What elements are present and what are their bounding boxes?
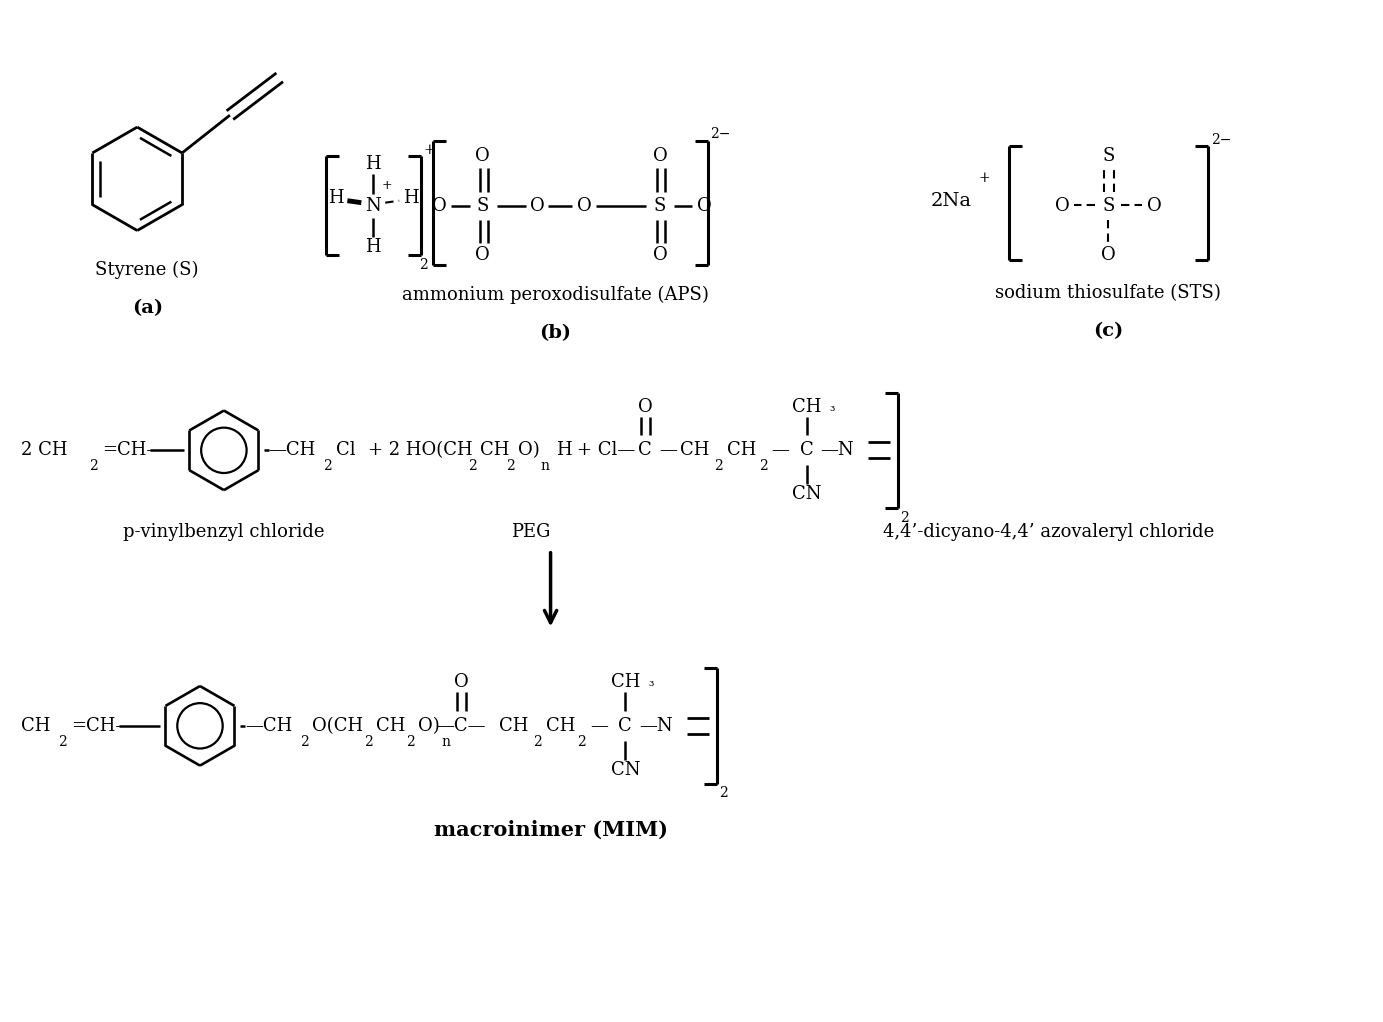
- Text: O: O: [1147, 196, 1162, 215]
- Text: (a): (a): [131, 299, 163, 317]
- Text: —: —: [660, 442, 678, 459]
- Text: Cl: Cl: [336, 442, 355, 459]
- Text: O: O: [1055, 196, 1070, 215]
- Text: =CH—: =CH—: [72, 716, 134, 735]
- Text: —: —: [591, 716, 609, 735]
- Text: CH: CH: [21, 716, 50, 735]
- Text: 2: 2: [578, 735, 586, 749]
- Text: O: O: [454, 673, 469, 691]
- Text: =CH—: =CH—: [102, 442, 165, 459]
- Text: —CH: —CH: [268, 442, 315, 459]
- Text: O: O: [653, 147, 668, 165]
- Text: 2: 2: [407, 735, 415, 749]
- Text: O): O): [517, 442, 539, 459]
- Text: 4,4’-dicyano-4,4’ azovaleryl chloride: 4,4’-dicyano-4,4’ azovaleryl chloride: [882, 523, 1214, 541]
- Text: 2: 2: [90, 459, 98, 473]
- Text: CH: CH: [480, 442, 509, 459]
- Text: O: O: [476, 147, 490, 165]
- Text: —: —: [772, 442, 790, 459]
- Text: CH: CH: [376, 716, 405, 735]
- Text: 2: 2: [300, 735, 308, 749]
- Text: N: N: [365, 196, 382, 215]
- Text: H: H: [404, 189, 419, 206]
- Text: + 2 HO(CH: + 2 HO(CH: [368, 442, 473, 459]
- Text: (b): (b): [539, 324, 571, 342]
- Text: O: O: [653, 246, 668, 265]
- Text: 2: 2: [532, 735, 541, 749]
- Text: 2: 2: [419, 259, 427, 272]
- Text: H: H: [328, 189, 343, 206]
- Text: 2Na: 2Na: [931, 192, 971, 210]
- Text: 2: 2: [467, 459, 477, 473]
- Text: +: +: [382, 179, 393, 192]
- Text: —N: —N: [820, 442, 855, 459]
- Text: +: +: [423, 143, 434, 157]
- Text: —N: —N: [639, 716, 674, 735]
- Text: CN: CN: [792, 485, 822, 503]
- Text: O: O: [638, 398, 653, 416]
- Text: C: C: [639, 442, 651, 459]
- Text: 2 CH: 2 CH: [21, 442, 68, 459]
- Text: (c): (c): [1093, 322, 1123, 340]
- Text: O): O): [418, 716, 440, 735]
- Text: —C—: —C—: [436, 716, 485, 735]
- Text: CH: CH: [727, 442, 757, 459]
- Text: 2: 2: [714, 459, 723, 473]
- Text: CH: CH: [545, 716, 575, 735]
- Text: H: H: [556, 442, 571, 459]
- Text: 2: 2: [900, 511, 909, 525]
- Text: O: O: [476, 246, 490, 265]
- Text: ammonium peroxodisulfate (APS): ammonium peroxodisulfate (APS): [402, 286, 709, 305]
- Text: sodium thiosulfate (STS): sodium thiosulfate (STS): [996, 284, 1221, 303]
- Text: +: +: [978, 171, 990, 185]
- Text: H: H: [365, 155, 382, 173]
- Text: C: C: [799, 442, 813, 459]
- Text: macroinimer (MIM): macroinimer (MIM): [433, 821, 668, 840]
- Text: C: C: [618, 716, 632, 735]
- Text: S: S: [654, 196, 667, 215]
- Text: S: S: [1102, 147, 1115, 165]
- Text: CH: CH: [680, 442, 709, 459]
- Text: Styrene (S): Styrene (S): [95, 262, 199, 279]
- Text: 2−: 2−: [709, 127, 730, 141]
- Text: 2−: 2−: [1212, 133, 1231, 147]
- Text: 2: 2: [759, 459, 768, 473]
- Text: 2: 2: [506, 459, 514, 473]
- Text: CH: CH: [499, 716, 528, 735]
- Text: PEG: PEG: [510, 523, 550, 541]
- Text: ₃: ₃: [649, 676, 654, 689]
- Text: O: O: [431, 196, 447, 215]
- Text: O: O: [530, 196, 545, 215]
- Text: H: H: [365, 238, 382, 257]
- Text: S: S: [1102, 196, 1115, 215]
- Text: CH: CH: [792, 398, 822, 416]
- Text: 2: 2: [364, 735, 373, 749]
- Text: —CH: —CH: [245, 716, 292, 735]
- Text: CH: CH: [610, 673, 640, 691]
- Text: O: O: [1101, 246, 1116, 265]
- Text: n: n: [441, 735, 449, 749]
- Text: O: O: [577, 196, 592, 215]
- Text: ₃: ₃: [830, 400, 835, 414]
- Text: n: n: [541, 459, 549, 473]
- Text: S: S: [477, 196, 490, 215]
- Text: 2: 2: [324, 459, 332, 473]
- Text: O: O: [697, 196, 711, 215]
- Text: O(CH: O(CH: [311, 716, 362, 735]
- Text: + Cl—: + Cl—: [578, 442, 636, 459]
- Text: 2: 2: [58, 735, 68, 749]
- Text: 2: 2: [719, 787, 727, 800]
- Text: CN: CN: [610, 760, 640, 779]
- Text: p-vinylbenzyl chloride: p-vinylbenzyl chloride: [123, 523, 325, 541]
